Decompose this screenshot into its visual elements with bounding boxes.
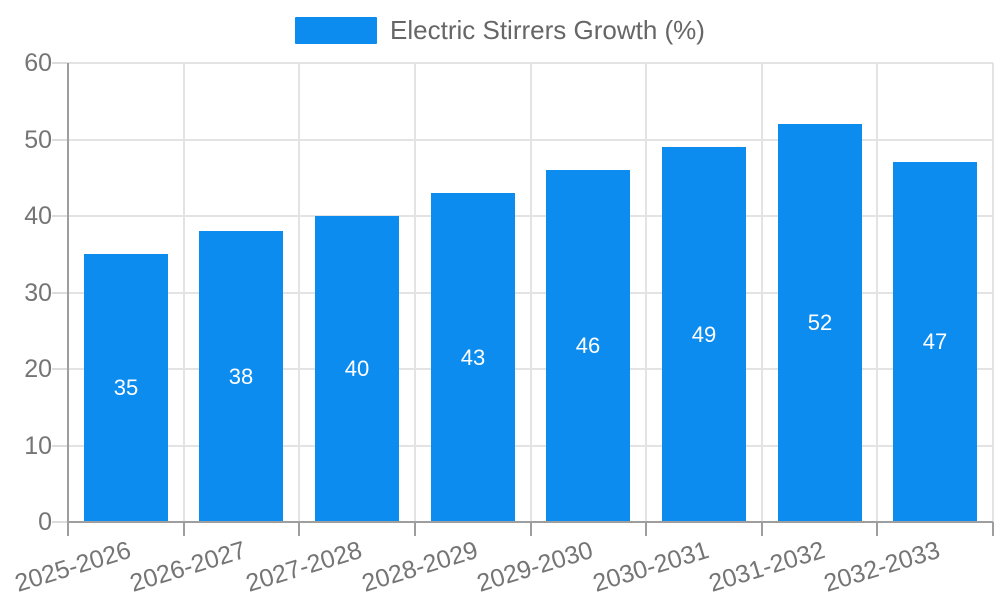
- y-axis-tick: [52, 215, 68, 217]
- bar-value-label: 47: [922, 329, 948, 354]
- v-gridline: [876, 63, 878, 522]
- v-gridline: [183, 63, 185, 522]
- bar[interactable]: [893, 162, 977, 522]
- y-axis-tick: [52, 521, 68, 523]
- legend-label: Electric Stirrers Growth (%): [390, 15, 705, 45]
- v-gridline: [761, 63, 763, 522]
- bar[interactable]: [315, 216, 399, 522]
- bar-value-label: 38: [228, 364, 254, 389]
- x-axis-tick: [761, 522, 763, 536]
- y-axis-tick-label: 60: [24, 49, 52, 77]
- bar[interactable]: [84, 254, 168, 522]
- v-gridline: [414, 63, 416, 522]
- y-axis-tick-label: 0: [38, 508, 52, 536]
- x-axis-tick: [530, 522, 532, 536]
- bar-value-label: 40: [344, 356, 370, 381]
- v-gridline: [298, 63, 300, 522]
- x-axis-tick: [992, 522, 994, 536]
- y-axis-tick: [52, 368, 68, 370]
- bar-value-label: 35: [113, 375, 139, 400]
- x-axis-tick: [645, 522, 647, 536]
- bar[interactable]: [546, 170, 630, 522]
- y-axis-tick: [52, 62, 68, 64]
- legend-swatch: [295, 16, 378, 44]
- v-gridline: [992, 63, 994, 522]
- bar-value-label: 52: [807, 310, 833, 335]
- x-axis-line: [68, 521, 993, 523]
- bar[interactable]: [199, 231, 283, 522]
- y-axis-tick: [52, 292, 68, 294]
- x-axis-tick: [414, 522, 416, 536]
- bar[interactable]: [662, 147, 746, 522]
- bar[interactable]: [431, 193, 515, 522]
- v-gridline: [530, 63, 532, 522]
- bar-value-label: 43: [460, 345, 486, 370]
- y-axis-tick-label: 10: [24, 432, 52, 460]
- bar-value-label: 46: [575, 333, 601, 358]
- y-axis-tick-label: 20: [24, 355, 52, 383]
- bar-value-label: 49: [691, 322, 717, 347]
- y-axis-tick: [52, 139, 68, 141]
- bar[interactable]: [778, 124, 862, 522]
- y-axis-tick: [52, 445, 68, 447]
- legend-item[interactable]: Electric Stirrers Growth (%): [0, 14, 1000, 46]
- y-axis-tick-label: 40: [24, 202, 52, 230]
- x-axis-tick: [183, 522, 185, 536]
- y-axis-tick-label: 30: [24, 279, 52, 307]
- v-gridline: [645, 63, 647, 522]
- y-axis-line: [67, 63, 69, 536]
- y-axis-tick-label: 50: [24, 126, 52, 154]
- x-axis-tick: [298, 522, 300, 536]
- x-axis-tick: [876, 522, 878, 536]
